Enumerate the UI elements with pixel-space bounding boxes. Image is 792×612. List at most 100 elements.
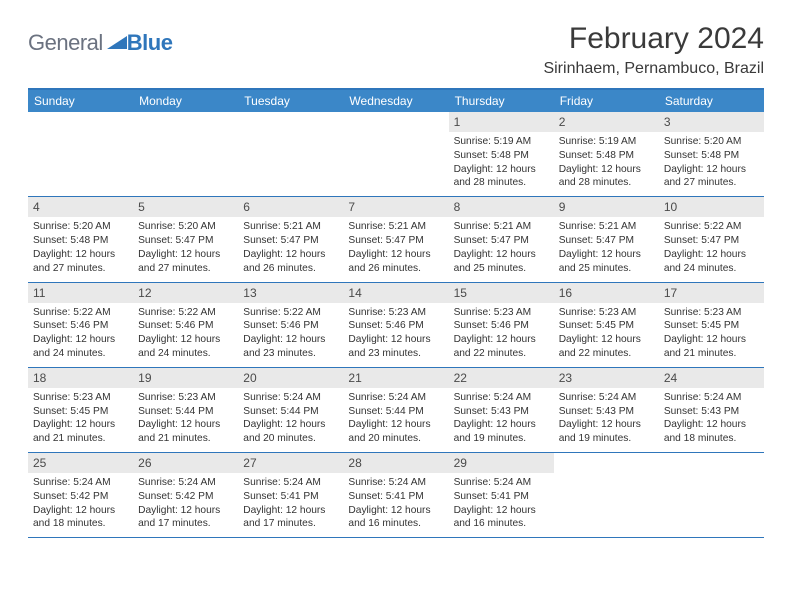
day-number: 2 [554,112,659,132]
calendar-day-cell: 15Sunrise: 5:23 AMSunset: 5:46 PMDayligh… [449,283,554,368]
calendar-day-cell: 12Sunrise: 5:22 AMSunset: 5:46 PMDayligh… [133,283,238,368]
day-info-line: Sunset: 5:45 PM [664,319,759,333]
day-info-line: Sunrise: 5:24 AM [454,391,549,405]
day-number: 11 [28,283,133,303]
day-info-line: Daylight: 12 hours [33,418,128,432]
day-info-line: Sunrise: 5:23 AM [559,306,654,320]
calendar-day-cell: 4Sunrise: 5:20 AMSunset: 5:48 PMDaylight… [28,197,133,282]
calendar-day-cell: 23Sunrise: 5:24 AMSunset: 5:43 PMDayligh… [554,368,659,453]
day-info-line: Daylight: 12 hours [33,504,128,518]
day-info-line: Sunrise: 5:20 AM [664,135,759,149]
calendar-day-cell: 24Sunrise: 5:24 AMSunset: 5:43 PMDayligh… [659,368,764,453]
weekday-header: Friday [554,90,659,112]
day-info-line: Sunrise: 5:24 AM [348,391,443,405]
calendar-empty-cell [133,112,238,197]
calendar-day-cell: 20Sunrise: 5:24 AMSunset: 5:44 PMDayligh… [238,368,343,453]
day-info-line: Daylight: 12 hours [138,504,233,518]
day-info-line: and 26 minutes. [348,262,443,276]
day-info-line: Sunset: 5:47 PM [664,234,759,248]
weekday-header: Thursday [449,90,554,112]
day-info-line: Sunrise: 5:23 AM [664,306,759,320]
day-info-line: Daylight: 12 hours [664,418,759,432]
day-info-line: Daylight: 12 hours [138,418,233,432]
weekday-header: Saturday [659,90,764,112]
calendar-day-cell: 21Sunrise: 5:24 AMSunset: 5:44 PMDayligh… [343,368,448,453]
calendar-day-cell: 6Sunrise: 5:21 AMSunset: 5:47 PMDaylight… [238,197,343,282]
day-number: 5 [133,197,238,217]
day-number: 4 [28,197,133,217]
day-info-line: Daylight: 12 hours [454,248,549,262]
location-subtitle: Sirinhaem, Pernambuco, Brazil [543,60,764,78]
day-info-line: Daylight: 12 hours [454,504,549,518]
calendar-day-cell: 5Sunrise: 5:20 AMSunset: 5:47 PMDaylight… [133,197,238,282]
day-info-line: Sunrise: 5:20 AM [138,220,233,234]
day-info-line: and 24 minutes. [664,262,759,276]
day-info-line: Sunset: 5:48 PM [454,149,549,163]
day-info-line: Sunrise: 5:22 AM [138,306,233,320]
page-title: February 2024 [543,22,764,56]
day-info-line: Daylight: 12 hours [559,333,654,347]
day-info-line: Sunset: 5:42 PM [138,490,233,504]
day-info-line: Sunrise: 5:24 AM [559,391,654,405]
day-info-line: Sunrise: 5:19 AM [559,135,654,149]
day-info-line: Sunset: 5:46 PM [348,319,443,333]
day-info-line: Sunrise: 5:24 AM [243,391,338,405]
day-info-line: and 22 minutes. [454,347,549,361]
day-info-line: Sunrise: 5:24 AM [454,476,549,490]
day-info-line: Sunset: 5:42 PM [33,490,128,504]
day-number: 14 [343,283,448,303]
day-info-line: Sunset: 5:41 PM [243,490,338,504]
day-info-line: Sunset: 5:46 PM [454,319,549,333]
calendar-day-cell: 1Sunrise: 5:19 AMSunset: 5:48 PMDaylight… [449,112,554,197]
day-info-line: Sunset: 5:45 PM [33,405,128,419]
day-info-line: Daylight: 12 hours [454,333,549,347]
weekday-header: Wednesday [343,90,448,112]
day-info-line: Daylight: 12 hours [348,248,443,262]
day-info-line: and 16 minutes. [454,517,549,531]
day-info-line: Sunset: 5:48 PM [664,149,759,163]
day-number: 3 [659,112,764,132]
calendar-day-cell: 16Sunrise: 5:23 AMSunset: 5:45 PMDayligh… [554,283,659,368]
day-info-line: Daylight: 12 hours [243,418,338,432]
day-number: 20 [238,368,343,388]
day-info-line: Sunrise: 5:21 AM [559,220,654,234]
day-info-line: and 21 minutes. [664,347,759,361]
calendar-day-cell: 25Sunrise: 5:24 AMSunset: 5:42 PMDayligh… [28,453,133,538]
calendar: SundayMondayTuesdayWednesdayThursdayFrid… [28,88,764,538]
day-info-line: Sunrise: 5:24 AM [664,391,759,405]
day-info-line: Sunset: 5:47 PM [559,234,654,248]
day-info-line: Sunrise: 5:24 AM [243,476,338,490]
day-number: 12 [133,283,238,303]
day-info-line: Daylight: 12 hours [454,418,549,432]
day-number: 25 [28,453,133,473]
day-info-line: Sunset: 5:47 PM [348,234,443,248]
day-number: 8 [449,197,554,217]
day-info-line: and 28 minutes. [559,176,654,190]
day-info-line: Sunrise: 5:23 AM [33,391,128,405]
day-info-line: Sunrise: 5:22 AM [243,306,338,320]
calendar-day-cell: 8Sunrise: 5:21 AMSunset: 5:47 PMDaylight… [449,197,554,282]
calendar-empty-cell [343,112,448,197]
calendar-empty-cell [554,453,659,538]
calendar-day-cell: 29Sunrise: 5:24 AMSunset: 5:41 PMDayligh… [449,453,554,538]
calendar-day-cell: 18 Sunrise: 5:23 AMSunset: 5:45 PMDayligh… [28,368,133,453]
day-info-line: and 24 minutes. [138,347,233,361]
day-info-line: Sunset: 5:46 PM [138,319,233,333]
day-info-line: Sunset: 5:44 PM [348,405,443,419]
day-info-line: Daylight: 12 hours [664,248,759,262]
day-number: 26 [133,453,238,473]
day-info-line: Sunrise: 5:22 AM [33,306,128,320]
weekday-header: Sunday [28,90,133,112]
calendar-day-cell: 26Sunrise: 5:24 AMSunset: 5:42 PMDayligh… [133,453,238,538]
day-info-line: Daylight: 12 hours [664,333,759,347]
day-number: 6 [238,197,343,217]
calendar-day-cell: 27Sunrise: 5:24 AMSunset: 5:41 PMDayligh… [238,453,343,538]
calendar-empty-cell [238,112,343,197]
day-info-line: Daylight: 12 hours [243,248,338,262]
day-info-line: Daylight: 12 hours [243,504,338,518]
calendar-day-cell: 3Sunrise: 5:20 AMSunset: 5:48 PMDaylight… [659,112,764,197]
day-info-line: and 25 minutes. [559,262,654,276]
day-number: 7 [343,197,448,217]
calendar-empty-cell [28,112,133,197]
day-number: 18 [28,368,133,388]
